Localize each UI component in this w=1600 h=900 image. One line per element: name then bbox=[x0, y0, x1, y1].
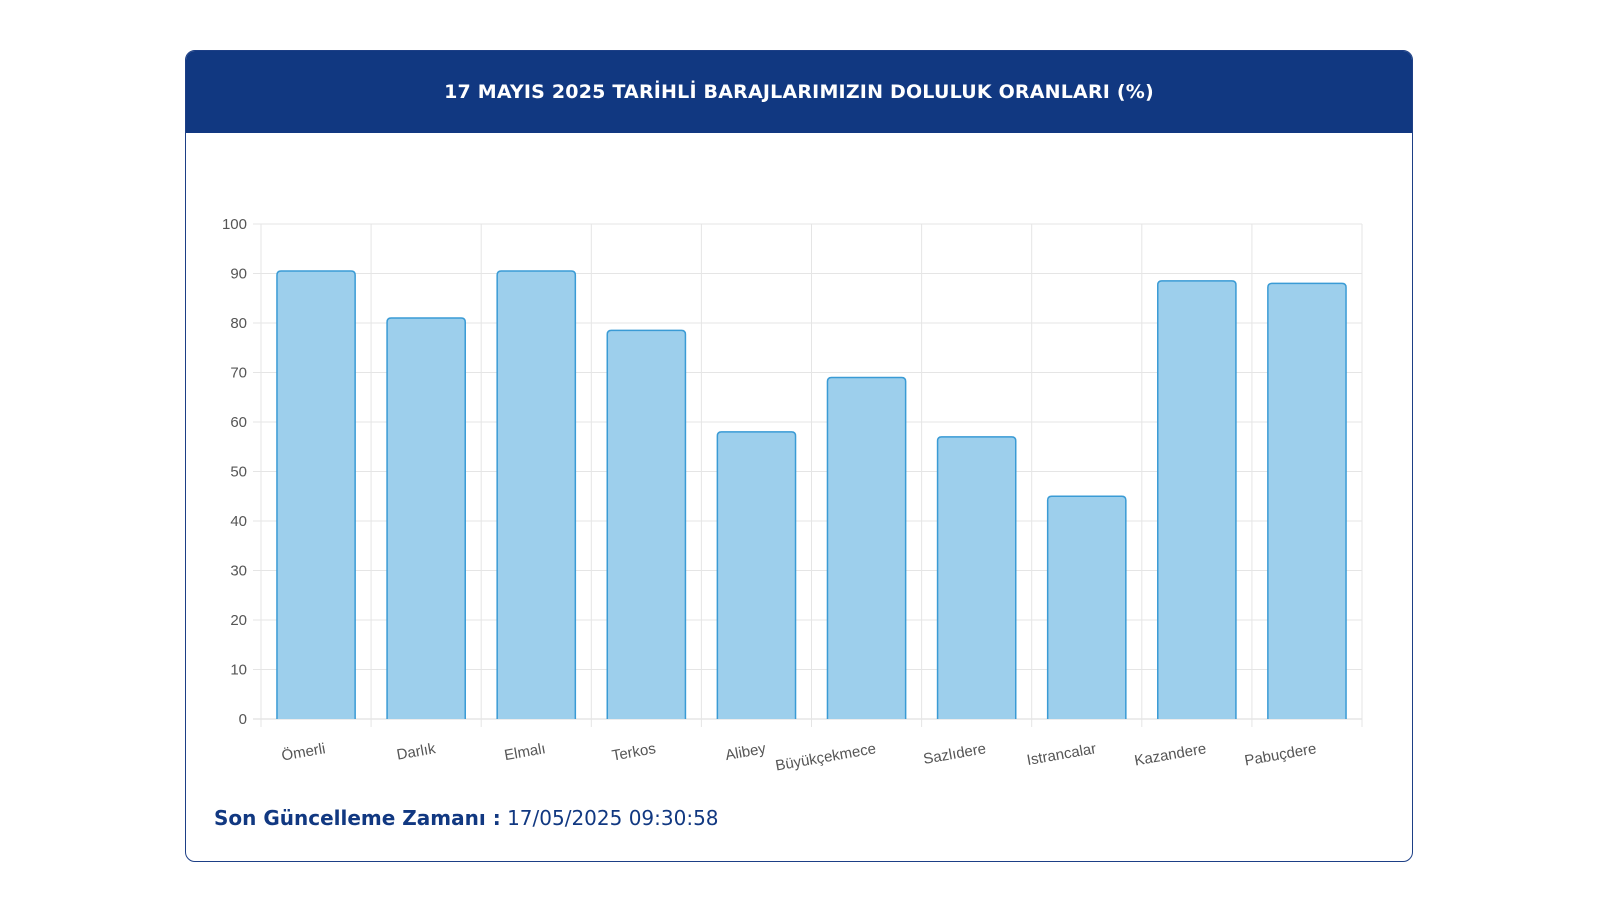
y-tick-label: 30 bbox=[230, 563, 247, 580]
x-category-label: Kazandere bbox=[1133, 740, 1207, 769]
bars bbox=[276, 270, 1347, 719]
bar-pabuçdere[interactable] bbox=[1267, 282, 1347, 719]
x-category-label: Elmalı bbox=[503, 740, 547, 764]
x-category-label: Sazlıdere bbox=[922, 740, 987, 768]
y-tick-label: 60 bbox=[230, 414, 247, 431]
x-category-label: Istrancalar bbox=[1026, 740, 1098, 769]
x-category-label: Pabuçdere bbox=[1243, 740, 1317, 769]
y-tick-label: 0 bbox=[239, 711, 247, 728]
x-category-label: Büyükçekmece bbox=[774, 740, 877, 773]
dam-levels-card: 17 MAYIS 2025 TARİHLİ BARAJLARIMIZIN DOL… bbox=[185, 50, 1413, 862]
y-tick-label: 50 bbox=[230, 464, 247, 481]
bar-terkos[interactable] bbox=[606, 329, 687, 719]
last-update-label: Son Güncelleme Zamanı : bbox=[214, 806, 501, 830]
y-tick-label: 70 bbox=[230, 365, 247, 382]
bar-alibey[interactable] bbox=[716, 431, 797, 719]
bar-darlık[interactable] bbox=[386, 317, 466, 719]
bar-ömerli[interactable] bbox=[276, 270, 356, 719]
bar-elmalı[interactable] bbox=[496, 270, 577, 719]
x-category-label: Terkos bbox=[611, 740, 657, 764]
bar-kazandere[interactable] bbox=[1157, 280, 1237, 719]
bar-büyükçekmece[interactable] bbox=[826, 376, 907, 719]
y-axis-ticks: 0 10 20 30 40 50 60 70 80 90 100 bbox=[222, 216, 247, 728]
bar-sazlıdere[interactable] bbox=[936, 436, 1017, 719]
bar-istrancalar[interactable] bbox=[1046, 495, 1127, 719]
y-tick-label: 40 bbox=[230, 513, 247, 530]
x-category-label: Ömerli bbox=[280, 739, 327, 764]
y-tick-label: 20 bbox=[230, 612, 247, 629]
bar-chart: 0 10 20 30 40 50 60 70 80 90 100 Ömerli Darlık Elmal… bbox=[222, 216, 1363, 773]
y-tick-label: 80 bbox=[230, 315, 247, 332]
x-category-label: Darlık bbox=[395, 740, 437, 764]
card-header: 17 MAYIS 2025 TARİHLİ BARAJLARIMIZIN DOL… bbox=[186, 51, 1412, 133]
last-update-value: 17/05/2025 09:30:58 bbox=[507, 806, 719, 830]
x-axis-labels: Ömerli Darlık Elmalı Terkos Alibey Büyükçekme… bbox=[280, 739, 1318, 773]
last-update: Son Güncelleme Zamanı : 17/05/2025 09:30… bbox=[214, 806, 719, 830]
chart-title: 17 MAYIS 2025 TARİHLİ BARAJLARIMIZIN DOL… bbox=[444, 81, 1154, 103]
y-tick-label: 90 bbox=[230, 266, 247, 283]
x-category-label: Alibey bbox=[724, 740, 768, 764]
y-tick-label: 100 bbox=[222, 216, 247, 233]
y-tick-label: 10 bbox=[230, 662, 247, 679]
